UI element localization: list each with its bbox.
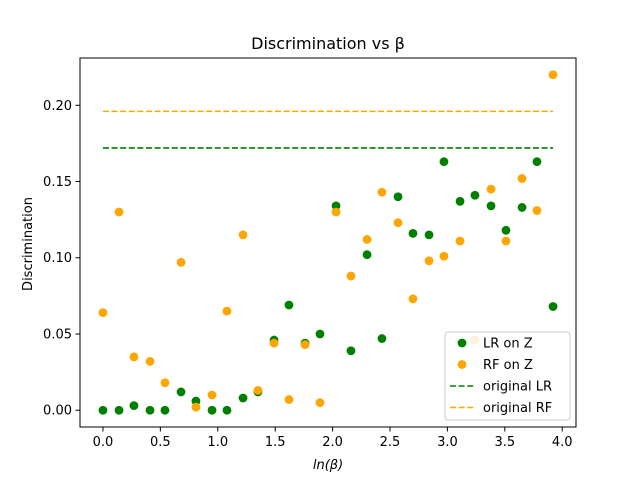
point-s0-3 — [145, 405, 155, 415]
point-s0-15 — [331, 201, 341, 211]
point-s0-2 — [129, 401, 139, 411]
x-tick-label-7: 3.5 — [494, 435, 515, 450]
point-s0-0 — [98, 405, 108, 415]
point-s0-25 — [486, 201, 496, 211]
point-s1-27 — [517, 174, 527, 183]
point-s1-2 — [129, 352, 139, 362]
point-s0-17 — [362, 250, 372, 260]
x-tick-label-6: 3.0 — [437, 435, 458, 450]
point-s1-14 — [315, 398, 325, 408]
point-s1-21 — [424, 256, 434, 266]
legend-label-3: original RF — [483, 401, 552, 416]
point-s1-12 — [284, 395, 294, 404]
point-s1-26 — [501, 236, 511, 246]
chart-title: Discrimination vs β — [251, 34, 405, 53]
point-s0-21 — [424, 230, 434, 240]
point-s0-28 — [532, 157, 542, 167]
point-s1-15 — [331, 207, 341, 217]
point-s1-11 — [269, 338, 279, 348]
y-tick-label-4: 0.20 — [43, 99, 72, 114]
x-tick-label-8: 4.0 — [552, 435, 573, 450]
x-tick-label-4: 2.0 — [322, 435, 343, 450]
legend-label-1: RF on Z — [483, 358, 533, 373]
y-tick-label-0: 0.00 — [43, 404, 72, 419]
legend-box — [444, 331, 571, 421]
point-s1-29 — [548, 70, 558, 80]
y-tick-label-2: 0.10 — [43, 251, 72, 266]
point-s0-7 — [207, 405, 217, 415]
point-s1-18 — [377, 187, 387, 197]
x-tick-label-2: 1.0 — [207, 435, 228, 450]
point-s1-23 — [455, 236, 465, 246]
legend-label-2: original LR — [483, 380, 552, 395]
point-s1-22 — [439, 251, 449, 261]
point-s1-7 — [207, 390, 217, 400]
point-s0-29 — [548, 302, 558, 311]
point-s0-22 — [439, 157, 449, 167]
point-s0-20 — [408, 228, 418, 238]
point-s0-8 — [222, 405, 232, 415]
point-s1-28 — [532, 206, 542, 215]
y-tick-label-3: 0.15 — [43, 175, 72, 190]
point-s1-16 — [346, 271, 356, 281]
point-s0-4 — [160, 405, 170, 415]
x-tick-label-0: 0.0 — [93, 435, 114, 450]
y-axis-label: Discrimination — [21, 197, 36, 291]
point-s1-8 — [222, 306, 232, 316]
x-tick-label-5: 2.5 — [380, 435, 401, 450]
legend-label-0: LR on Z — [483, 337, 533, 352]
point-s1-1 — [114, 207, 124, 217]
x-axis-label: ln(β) — [313, 458, 343, 473]
point-s1-10 — [253, 386, 263, 395]
point-s0-5 — [176, 387, 186, 397]
point-s0-23 — [455, 196, 465, 206]
point-s0-19 — [393, 192, 403, 202]
point-s1-3 — [145, 357, 155, 366]
point-s1-4 — [160, 378, 170, 388]
point-s0-6 — [191, 396, 201, 406]
point-s0-18 — [377, 334, 387, 343]
plot-layer: 0.0 0.5 1.0 1.5 2.0 2.5 3.0 3.5 4.0 0.00 0.05 0.10 0… — [43, 57, 577, 450]
point-s0-12 — [284, 300, 294, 310]
point-s1-20 — [408, 294, 418, 304]
point-s0-24 — [470, 190, 480, 200]
point-s0-1 — [114, 405, 124, 415]
point-s1-6 — [191, 402, 201, 412]
point-s0-26 — [501, 225, 511, 235]
point-s1-25 — [486, 184, 496, 194]
x-tick-label-1: 0.5 — [150, 435, 171, 450]
plot-frame — [79, 57, 577, 428]
point-s0-27 — [517, 203, 527, 212]
point-s1-9 — [238, 230, 248, 240]
point-s0-9 — [238, 393, 248, 403]
point-s0-16 — [346, 346, 356, 356]
point-s1-13 — [300, 340, 310, 350]
legend-marker-0 — [457, 338, 467, 348]
y-tick-label-1: 0.05 — [43, 327, 72, 342]
legend-marker-1 — [457, 360, 467, 369]
point-s1-19 — [393, 218, 403, 228]
point-s1-17 — [362, 235, 372, 244]
point-s1-5 — [176, 257, 186, 267]
point-s1-0 — [98, 308, 108, 318]
point-s0-14 — [315, 329, 325, 339]
x-tick-label-3: 1.5 — [265, 435, 286, 450]
